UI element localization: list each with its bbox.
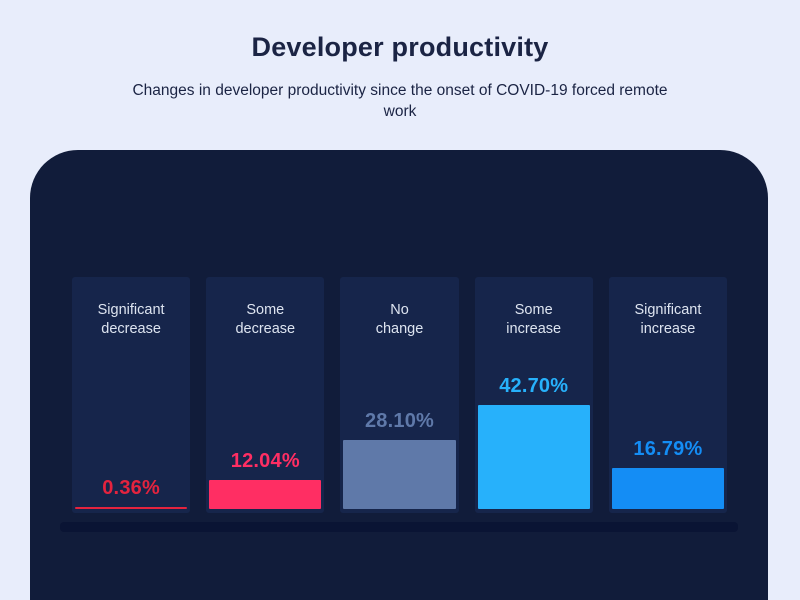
page-title: Developer productivity <box>251 32 549 62</box>
bar <box>477 405 590 509</box>
bar <box>209 480 322 509</box>
bar-column: Significant increase 16.79% <box>608 277 728 513</box>
category-label: Significant decrease <box>97 302 165 337</box>
bar <box>75 507 188 509</box>
bar-column: Some increase 42.70% <box>474 277 593 513</box>
category-label: Significant increase <box>634 302 702 337</box>
bar <box>611 468 725 509</box>
chart-board: Significant decrease 0.36% Some decrease… <box>30 150 768 600</box>
header: Developer productivity Changes in develo… <box>0 0 800 122</box>
bar-value: 12.04% <box>230 450 300 472</box>
bar-columns: Significant decrease 0.36% Some decrease… <box>72 277 728 513</box>
page-subtitle: Changes in developer productivity since … <box>132 82 668 120</box>
bar-value: 42.70% <box>499 375 569 397</box>
bar-value: 28.10% <box>364 410 435 432</box>
bar <box>343 440 456 509</box>
baseline-strip <box>60 522 738 532</box>
bar-column: No change 28.10% <box>340 277 459 513</box>
bar-column: Significant decrease 0.36% <box>72 277 191 513</box>
bar-value: 16.79% <box>633 438 703 460</box>
category-label: Some increase <box>506 302 562 337</box>
bar-value: 0.36% <box>102 477 160 499</box>
category-label: No change <box>375 302 424 337</box>
category-label: Some decrease <box>235 302 296 337</box>
bar-column: Some decrease 12.04% <box>206 277 325 513</box>
